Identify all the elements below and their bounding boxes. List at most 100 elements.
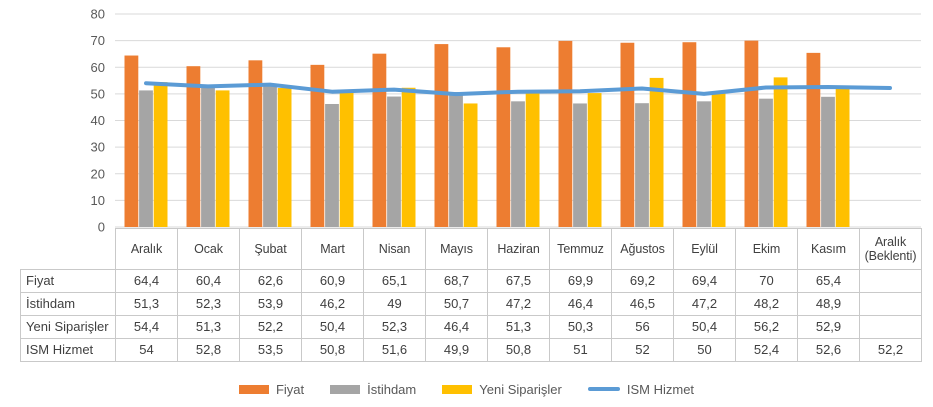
table-cell xyxy=(859,269,922,293)
table-cell xyxy=(859,292,922,316)
table-column-header: Mayıs xyxy=(425,228,488,270)
table-cell: 50,4 xyxy=(673,315,736,339)
bar-istihdam xyxy=(573,103,587,227)
bar-istihdam xyxy=(511,101,525,227)
table-column-header: Temmuz xyxy=(549,228,612,270)
table-cell: 60,9 xyxy=(301,269,364,293)
table-cell: 46,5 xyxy=(611,292,674,316)
y-axis-tick-label: 30 xyxy=(91,140,105,155)
bar-fiyat xyxy=(434,44,449,228)
table-cell: 46,4 xyxy=(425,315,488,339)
table-header-row: Aralık Ocak Şubat Mart Nisan Mayıs Haziran Temm… xyxy=(20,228,922,270)
table-cell: 50,8 xyxy=(487,338,550,362)
bar-yeni-siparisler xyxy=(463,103,478,227)
bar-istihdam xyxy=(759,98,773,227)
table-cell: 69,4 xyxy=(673,269,736,293)
table-cell: 50,3 xyxy=(549,315,612,339)
legend-swatch-yeni-siparisler xyxy=(442,384,473,394)
legend-label: ISM Hizmet xyxy=(626,381,695,397)
bar-fiyat xyxy=(310,64,325,227)
table-cell: 65,4 xyxy=(797,269,860,293)
bar-yeni-siparisler xyxy=(649,77,664,228)
legend-label: Fiyat xyxy=(275,381,305,397)
table-cell: 50 xyxy=(673,338,736,362)
bar-yeni-siparisler xyxy=(587,93,602,227)
table-cell: 52,2 xyxy=(859,338,922,362)
table-cell: 51 xyxy=(549,338,612,362)
table-cell: 50,4 xyxy=(301,315,364,339)
table-cell: 49 xyxy=(363,292,426,316)
table-row-fiyat: Fiyat 64,4 60,4 62,6 60,9 65,1 68,7 67,5 69,9 69,… xyxy=(20,269,922,293)
table-column-header: Ekim xyxy=(735,228,798,270)
table-cell: 60,4 xyxy=(177,269,240,293)
table-cell: 46,2 xyxy=(301,292,364,316)
table-cell xyxy=(859,315,922,339)
table-row-label: Fiyat xyxy=(20,269,116,293)
table-row-ism-hizmet: ISM Hizmet 54 52,8 53,5 50,8 51,6 49,9 50,8 51 52… xyxy=(20,338,922,362)
bar-fiyat xyxy=(372,53,387,227)
bar-istihdam xyxy=(325,103,339,227)
table-cell: 52,2 xyxy=(239,315,302,339)
table-cell: 69,9 xyxy=(549,269,612,293)
table-row-label: Yeni Siparişler xyxy=(20,315,116,339)
legend-item-ism-hizmet: ISM Hizmet xyxy=(587,381,695,397)
bar-fiyat xyxy=(682,42,697,227)
chart-legend: Fiyat İstihdam Yeni Siparişler ISM Hizmet xyxy=(0,377,933,401)
table-column-header: Eylül xyxy=(673,228,736,270)
table-cell: 48,2 xyxy=(735,292,798,316)
table-column-header: Ağustos xyxy=(611,228,674,270)
bar-fiyat xyxy=(558,40,573,227)
table-cell: 52,6 xyxy=(797,338,860,362)
table-column-header: Ocak xyxy=(177,228,240,270)
table-cell: 51,3 xyxy=(487,315,550,339)
table-cell: 56,2 xyxy=(735,315,798,339)
table-cell: 54 xyxy=(115,338,178,362)
y-axis-tick-label: 80 xyxy=(91,7,105,22)
bar-istihdam xyxy=(201,87,215,227)
line-ism-hizmet xyxy=(144,81,892,97)
bar-yeni-siparisler xyxy=(711,92,726,227)
table-column-header: Aralık (Beklenti) xyxy=(859,228,922,270)
table-column-header: Aralık xyxy=(115,228,178,270)
y-axis-tick-label: 50 xyxy=(91,86,105,101)
table-column-header: Şubat xyxy=(239,228,302,270)
bar-fiyat xyxy=(186,66,201,227)
bar-yeni-siparisler xyxy=(215,90,230,227)
table-cell: 47,2 xyxy=(673,292,736,316)
table-cell: 52,8 xyxy=(177,338,240,362)
table-column-header: Mart xyxy=(301,228,364,270)
y-axis-tick-label: 60 xyxy=(91,60,105,75)
table-row-label: ISM Hizmet xyxy=(20,338,116,362)
bar-istihdam xyxy=(635,103,649,227)
y-axis-tick-label: 40 xyxy=(91,113,105,128)
table-row-label: İstihdam xyxy=(20,292,116,316)
bar-fiyat xyxy=(124,55,139,227)
bar-yeni-siparisler xyxy=(773,77,788,228)
legend-item-yeni-siparisler: Yeni Siparişler xyxy=(442,382,562,397)
chart-data-table: Aralık Ocak Şubat Mart Nisan Mayıs Haziran Temm… xyxy=(20,228,922,362)
bar-fiyat xyxy=(496,47,511,227)
legend-line-swatch-ism-hizmet xyxy=(587,387,620,391)
legend-swatch-istihdam xyxy=(330,384,361,394)
bar-fiyat xyxy=(806,52,821,228)
table-cell: 47,2 xyxy=(487,292,550,316)
table-cell: 67,5 xyxy=(487,269,550,293)
table-cell: 53,5 xyxy=(239,338,302,362)
y-axis-tick-label: 0 xyxy=(98,220,105,233)
table-cell: 70 xyxy=(735,269,798,293)
bar-istihdam xyxy=(821,96,835,227)
table-cell: 51,6 xyxy=(363,338,426,362)
table-cell: 52,3 xyxy=(363,315,426,339)
bar-yeni-siparisler xyxy=(401,87,416,227)
bar-fiyat xyxy=(744,40,759,228)
y-axis-tick-label: 70 xyxy=(91,33,105,48)
table-cell: 52,3 xyxy=(177,292,240,316)
legend-item-fiyat: Fiyat xyxy=(238,381,305,397)
bar-istihdam xyxy=(697,101,711,227)
table-row-yeni-siparisler: Yeni Siparişler 54,4 51,3 52,2 50,4 52,3 46,4 5… xyxy=(20,315,922,339)
table-cell: 62,6 xyxy=(239,269,302,293)
bar-istihdam xyxy=(139,90,153,227)
bar-yeni-siparisler xyxy=(277,88,292,228)
table-cell: 50,7 xyxy=(425,292,488,316)
table-cell: 65,1 xyxy=(363,269,426,293)
